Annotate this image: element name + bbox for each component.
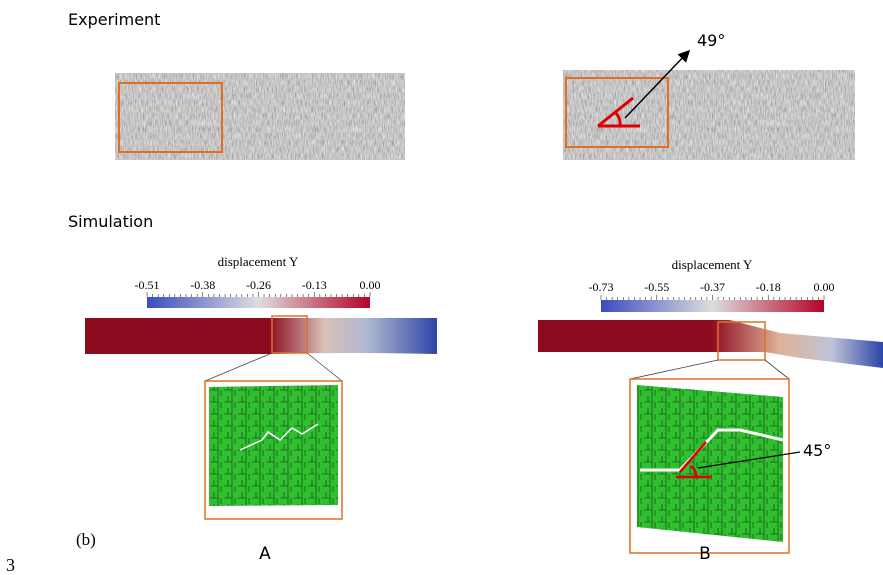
- arrow: [624, 49, 691, 119]
- beam: [538, 320, 883, 368]
- angle-label: 49°: [697, 31, 725, 50]
- page-number: 3: [6, 555, 15, 575]
- angle-label: 45°: [803, 441, 831, 460]
- colorbar-label: displacement Y: [672, 257, 753, 272]
- colorbar-tick-label: -0.37: [700, 280, 725, 294]
- section-title: Simulation: [68, 212, 153, 231]
- colorbar-tick-label: -0.73: [589, 280, 614, 294]
- colorbar-tick-label: -0.55: [644, 280, 669, 294]
- colorbar: [601, 300, 824, 312]
- section-title: Experiment: [68, 10, 160, 29]
- zoom-line: [204, 352, 343, 382]
- inset-mesh: [209, 385, 338, 506]
- roi-box: [271, 315, 308, 354]
- inset-mesh: [637, 385, 783, 542]
- angle-mark: [597, 96, 640, 128]
- angle-mark: [676, 441, 712, 479]
- inset-label: B: [699, 544, 711, 564]
- roi-box: [118, 82, 223, 153]
- colorbar-tick-label: 0.00: [360, 278, 381, 292]
- colorbar-tick-label: 0.00: [814, 280, 835, 294]
- pointer: [697, 451, 801, 469]
- colorbar-label: displacement Y: [218, 254, 299, 269]
- crack: [640, 428, 784, 472]
- roi-box: [565, 77, 669, 148]
- beam: [85, 318, 437, 354]
- experiment-image: [115, 73, 405, 160]
- panel-label: (b): [76, 530, 96, 549]
- colorbar-tick-label: -0.51: [135, 278, 160, 292]
- roi-box: [717, 321, 766, 361]
- colorbar-tick-label: -0.38: [190, 278, 215, 292]
- colorbar: [147, 297, 370, 308]
- colorbar-tick-label: -0.18: [756, 280, 781, 294]
- zoom-line: [629, 359, 790, 380]
- inset-label: A: [259, 544, 271, 564]
- colorbar-tick-label: -0.26: [246, 278, 271, 292]
- crack: [239, 423, 319, 451]
- colorbar-tick-label: -0.13: [302, 278, 327, 292]
